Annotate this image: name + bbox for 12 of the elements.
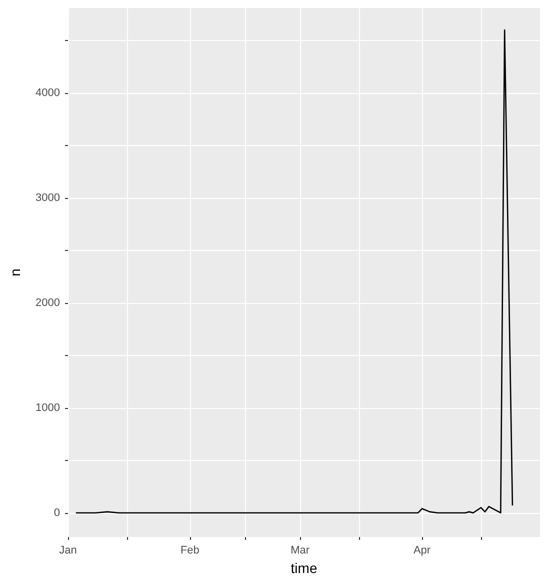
x-axis-title: time: [290, 560, 318, 576]
x-tick-label: Jan: [59, 544, 77, 556]
y-tick-label: 3000: [36, 192, 60, 204]
y-tick-label: 1000: [36, 402, 60, 414]
y-tick-label: 2000: [36, 296, 60, 309]
y-axis-title: n: [7, 268, 23, 276]
y-tick-label: 0: [54, 506, 60, 519]
x-tick-label: Mar: [290, 544, 310, 556]
y-tick-label: 4000: [36, 87, 60, 100]
line-series: [75, 29, 514, 514]
x-tick-label: Feb: [180, 544, 200, 556]
x-tick-label: Apr: [413, 544, 431, 556]
